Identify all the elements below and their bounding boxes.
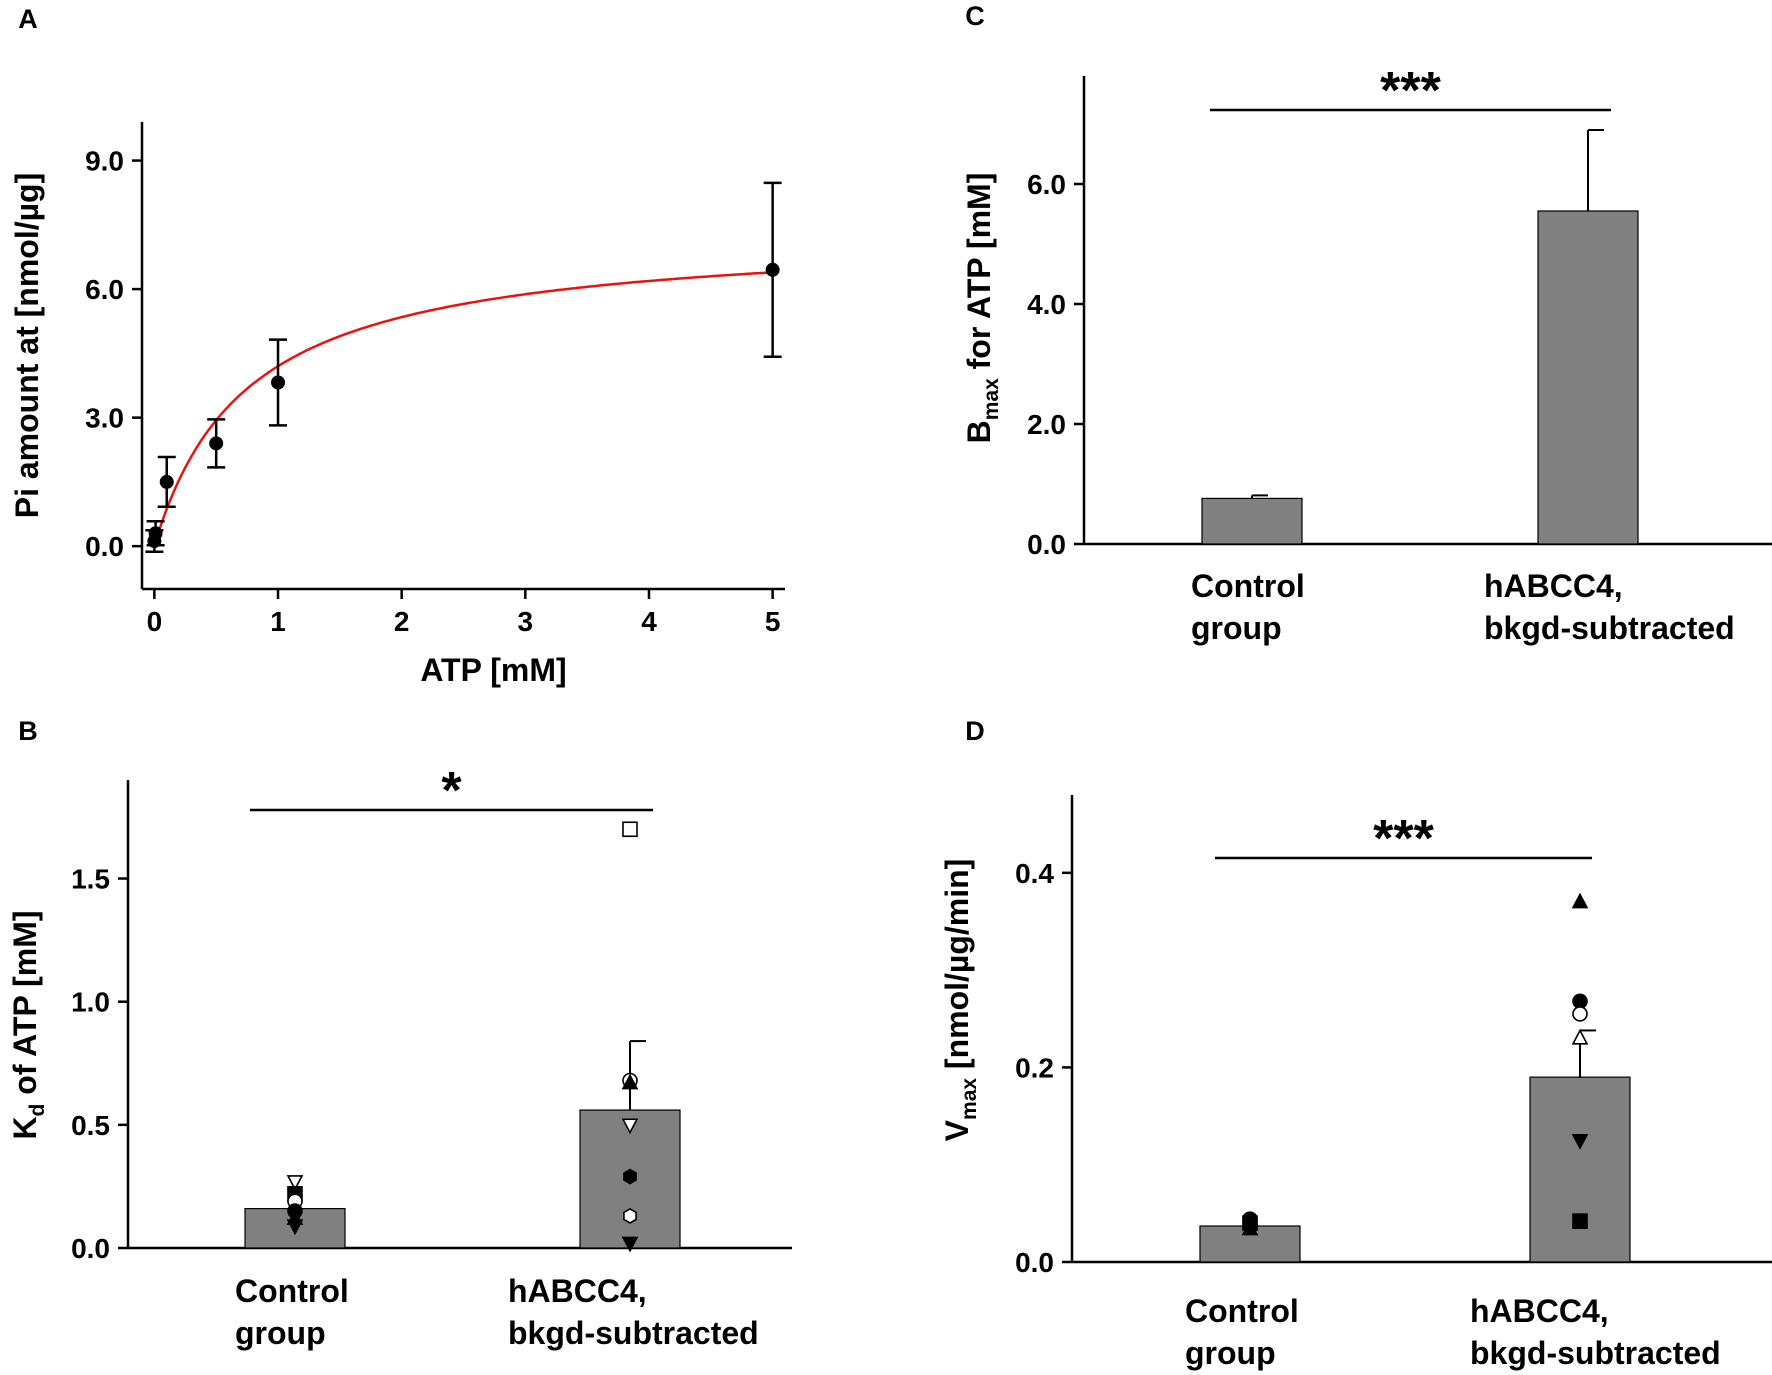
category-label: hABCC4, <box>508 1273 647 1309</box>
fit-curve <box>153 271 773 547</box>
y-axis-label-rest: of ATP [mM] <box>7 910 43 1103</box>
panel-label: B <box>18 716 38 746</box>
bar <box>1537 210 1639 545</box>
y-axis-label-rest: for ATP [mM] <box>961 173 997 379</box>
significance-stars: *** <box>1373 810 1434 868</box>
category-label: Control <box>235 1273 349 1309</box>
bar <box>1201 497 1303 545</box>
significance-stars: *** <box>1380 62 1441 120</box>
scatter-point <box>1571 1028 1589 1045</box>
y-tick-label: 2.0 <box>1027 409 1066 440</box>
scatter-point <box>623 1168 637 1185</box>
significance-stars: * <box>441 762 462 820</box>
y-tick-label: 0.5 <box>71 1110 110 1141</box>
y-tick-label: 0.0 <box>71 1233 110 1264</box>
scatter-point <box>623 1208 637 1224</box>
x-tick-label: 3 <box>518 606 534 637</box>
y-tick-label: 3.0 <box>85 403 124 434</box>
y-axis-label-main: B <box>961 420 997 443</box>
y-axis-label: Vmax [nmol/µg/min] <box>939 859 981 1142</box>
y-axis-label-sub: d <box>26 1104 49 1117</box>
panel-label: A <box>18 4 38 34</box>
y-tick-label: 0.0 <box>85 531 124 562</box>
panel-b: B 0.0 0.5 1.0 1.5 Kd of ATP [mM] Control group h… <box>7 716 792 1351</box>
panel-label: D <box>965 716 985 746</box>
panel-a: A 0.0 3.0 6.0 9.0 0 1 2 3 4 5 ATP [mM] Pi amount at … <box>9 4 785 688</box>
y-axis-label-main: V <box>939 1119 975 1141</box>
panel-label: C <box>965 1 985 31</box>
category-label: group <box>235 1315 326 1351</box>
data-point <box>159 474 174 489</box>
data-point <box>765 262 780 277</box>
scatter-point <box>1241 1219 1259 1236</box>
scatter-point <box>621 1118 639 1135</box>
scatter-point <box>286 1175 304 1191</box>
y-tick-label: 6.0 <box>1027 169 1066 200</box>
x-axis-label: ATP [mM] <box>420 652 566 688</box>
y-axis-label: Pi amount at [nmol/µg] <box>9 173 45 519</box>
y-tick-label: 6.0 <box>85 274 124 305</box>
y-axis-label-rest: [nmol/µg/min] <box>939 859 975 1078</box>
y-tick-label: 0.2 <box>1015 1052 1054 1083</box>
x-tick-label: 2 <box>394 606 410 637</box>
y-tick-label: 1.5 <box>71 864 110 895</box>
bar <box>1529 1076 1631 1263</box>
scatter-point <box>1571 1133 1589 1150</box>
category-label: group <box>1185 1335 1276 1371</box>
y-tick-label: 0.4 <box>1015 858 1054 889</box>
data-point <box>271 375 286 390</box>
y-axis-label: Bmax for ATP [mM] <box>961 173 1003 444</box>
data-point <box>148 526 163 541</box>
x-tick-label: 5 <box>765 606 781 637</box>
y-tick-label: 4.0 <box>1027 289 1066 320</box>
y-axis-label-sub: max <box>980 378 1003 420</box>
panel-d: D 0.0 0.2 0.4 Vmax [nmol/µg/min] Control group… <box>939 716 1772 1371</box>
y-axis-label-main: K <box>7 1116 43 1139</box>
x-tick-label: 1 <box>270 606 286 637</box>
panel-c: C 0.0 2.0 4.0 6.0 Bmax for ATP [mM] Control gro… <box>961 1 1772 646</box>
category-label: group <box>1191 610 1282 646</box>
category-label: hABCC4, <box>1484 568 1623 604</box>
scatter-point <box>286 1219 304 1236</box>
scatter-point <box>1571 892 1589 909</box>
category-label: Control <box>1185 1293 1299 1329</box>
category-label: hABCC4, <box>1470 1293 1609 1329</box>
scatter-point <box>622 821 638 838</box>
category-label: bkgd-subtracted <box>508 1315 759 1351</box>
y-axis-label: Kd of ATP [mM] <box>7 910 49 1139</box>
x-tick-label: 0 <box>147 606 163 637</box>
y-tick-label: 0.0 <box>1027 529 1066 560</box>
scatter-point <box>621 1073 639 1090</box>
y-axis-label-sub: max <box>958 1078 981 1120</box>
data-point <box>209 436 224 451</box>
category-label: Control <box>1191 568 1305 604</box>
scatter-point <box>1572 1006 1588 1022</box>
y-tick-label: 1.0 <box>71 987 110 1018</box>
y-tick-label: 0.0 <box>1015 1247 1054 1278</box>
category-label: bkgd-subtracted <box>1470 1335 1721 1371</box>
category-label: bkgd-subtracted <box>1484 610 1735 646</box>
x-tick-label: 4 <box>641 606 657 637</box>
y-tick-label: 9.0 <box>85 146 124 177</box>
scatter-point <box>621 1236 639 1253</box>
scatter-point <box>1572 1213 1588 1229</box>
